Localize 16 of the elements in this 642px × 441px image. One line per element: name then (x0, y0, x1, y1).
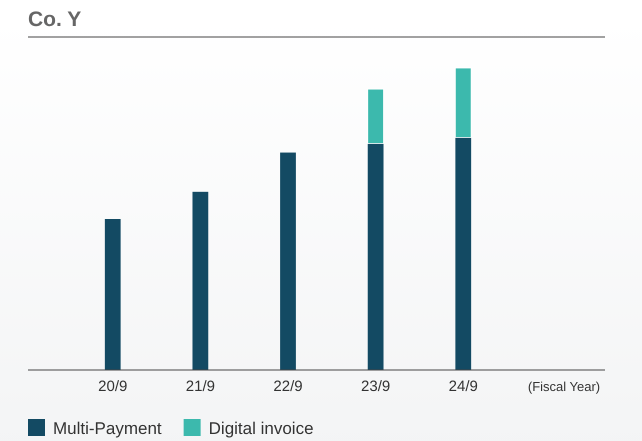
x-tick-label: 20/9 (98, 378, 128, 395)
x-tick-label: 23/9 (361, 378, 390, 395)
x-tick-label: 21/9 (186, 378, 215, 395)
x-tick-label: 22/9 (273, 378, 303, 395)
bar (192, 192, 208, 370)
chart-title: Co. Y (28, 8, 82, 31)
bar (368, 144, 384, 370)
x-tick-label: 24/9 (448, 378, 478, 395)
x-axis-title: (Fiscal Year) (528, 379, 600, 394)
bar (280, 152, 296, 370)
legend-label: Multi-Payment (53, 419, 162, 438)
bar (104, 219, 121, 370)
bar (455, 137, 472, 370)
bar (367, 88, 384, 144)
bar (454, 68, 472, 138)
legend-label: Digital invoice (208, 419, 314, 438)
